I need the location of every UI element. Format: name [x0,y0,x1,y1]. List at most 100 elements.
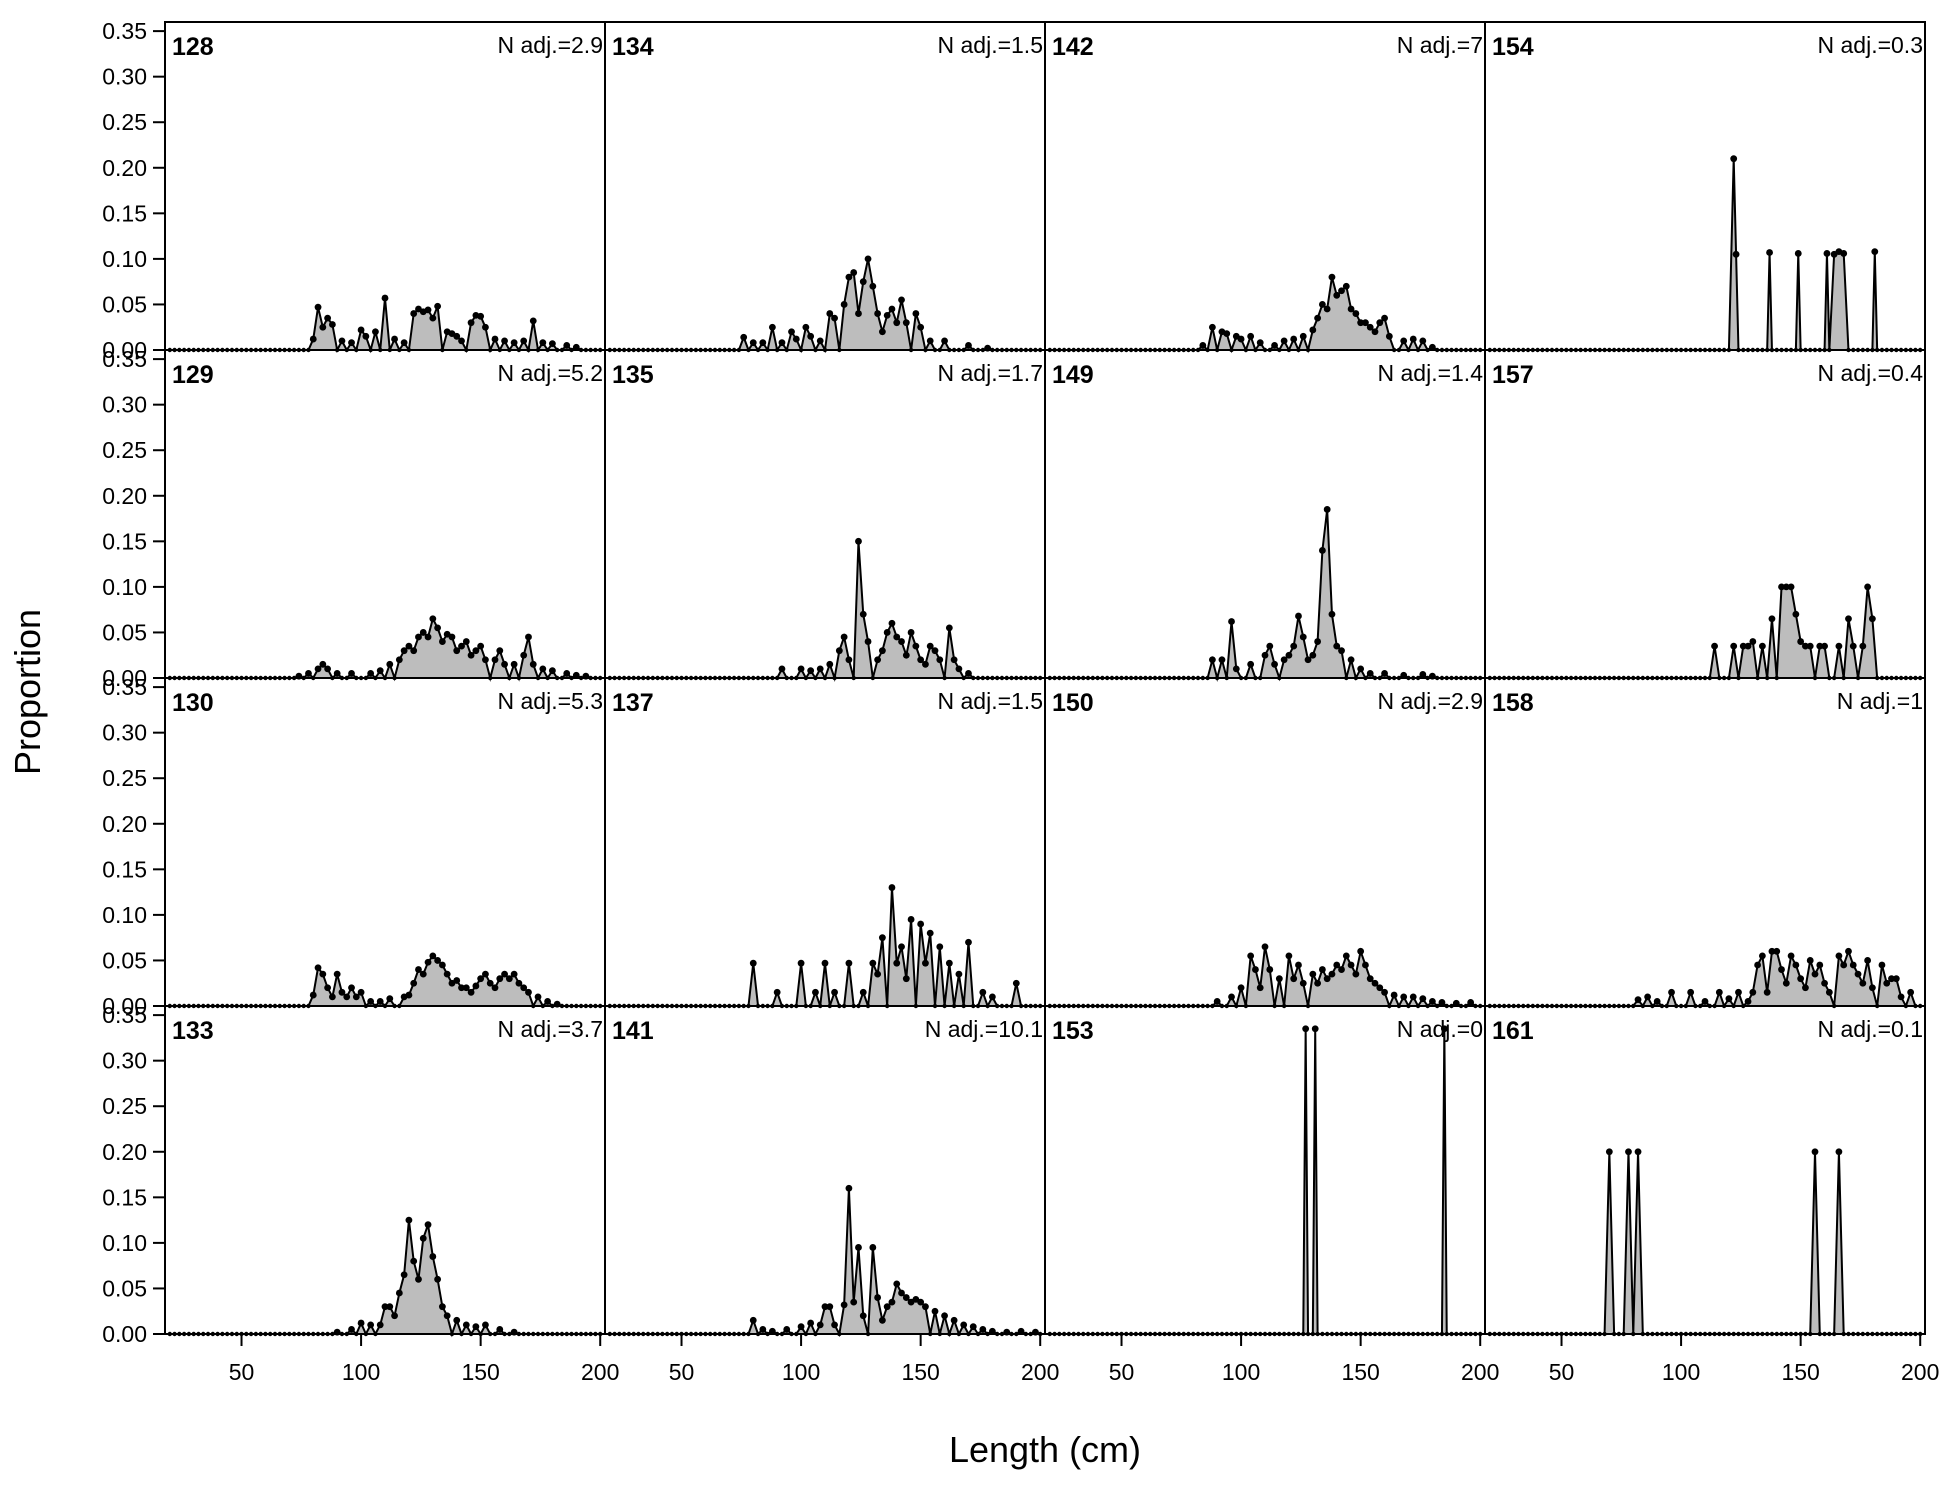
y-tick-label-128-4: 0.20 [102,155,147,181]
point-142-172 [1409,335,1417,343]
y-tick-label-133-4: 0.20 [102,1139,147,1165]
point-150-156 [1371,979,1379,987]
point-137-150 [917,920,925,928]
point-150-136 [1323,975,1331,983]
point-150-196 [1467,998,1475,1006]
point-134-154 [926,337,934,345]
point-134-150 [917,323,925,331]
point-158-90 [1653,998,1661,1005]
point-130-130 [429,952,437,960]
point-133-136 [443,1312,451,1320]
point-149-130 [1309,651,1317,659]
point-158-140 [1773,947,1781,955]
point-134-96 [788,328,795,336]
point-130-178 [544,998,552,1005]
point-157-166 [1835,642,1843,650]
point-134-126 [859,278,867,286]
panel-n-128: N adj.=2.9 [498,32,604,58]
point-134-118 [840,301,848,308]
point-149-114 [1271,660,1278,668]
point-128-92 [338,337,346,345]
point-158-168 [1840,961,1848,969]
point-150-146 [1347,961,1355,969]
point-142-88 [1208,323,1216,331]
y-tick-label-133-0: 0.00 [102,1321,147,1347]
panel-142: 142 N adj.=7 [1044,21,1486,354]
point-158-174 [1854,970,1862,978]
point-149-128 [1304,656,1312,664]
frame-161 [1484,1005,1926,1335]
point-135-146 [907,629,915,636]
point-134-84 [759,339,767,347]
point-129-146 [467,651,475,659]
panel-n-137: N adj.=1.5 [938,688,1044,714]
point-157-138 [1768,615,1776,623]
point-135-118 [840,633,848,641]
point-150-164 [1390,991,1398,999]
point-157-172 [1849,642,1857,650]
point-135-150 [917,656,925,664]
x-axis-title: Length (cm) [949,1429,1141,1470]
point-137-170 [965,938,972,946]
point-130-108 [376,998,384,1005]
area-154 [1489,158,1921,350]
point-142-136 [1323,305,1331,313]
point-142-118 [1280,337,1288,345]
panel-n-161: N adj.=0.1 [1818,1016,1924,1042]
point-141-126 [859,1312,867,1320]
point-135-104 [807,667,815,675]
point-142-156 [1371,328,1379,336]
point-130-122 [410,979,418,987]
point-129-120 [405,642,413,650]
panel-n-154: N adj.=0.3 [1818,32,1924,58]
point-137-138 [888,884,896,891]
y-tick-label-129-6: 0.30 [102,392,147,418]
point-130-136 [443,970,451,978]
point-128-84 [319,323,327,331]
point-161-78 [1625,1148,1632,1156]
point-142-176 [1419,337,1427,345]
point-142-134 [1318,301,1326,308]
point-128-146 [467,319,475,327]
point-128-100 [357,326,365,334]
point-129-160 [501,660,508,668]
point-154-123 [1732,250,1740,258]
point-129-152 [482,656,489,664]
point-150-184 [1438,998,1446,1006]
panel-n-149: N adj.=1.4 [1378,360,1484,386]
point-129-90 [333,670,341,677]
point-135-108 [816,665,824,673]
point-161-156 [1811,1148,1819,1156]
point-157-146 [1787,583,1795,591]
point-150-176 [1419,995,1427,1003]
point-150-180 [1428,998,1436,1005]
point-134-142 [898,296,905,304]
point-158-188 [1888,975,1895,983]
point-135-124 [855,537,862,545]
y-tick-label-129-4: 0.20 [102,483,147,509]
point-154-122 [1730,155,1738,163]
point-129-142 [458,642,465,650]
point-158-152 [1802,984,1809,992]
panel-id-130: 130 [172,689,214,717]
point-130-146 [467,988,475,996]
point-134-102 [802,323,810,331]
point-135-134 [878,647,886,655]
point-128-186 [563,342,571,349]
point-130-164 [510,970,518,978]
point-149-146 [1347,656,1355,664]
point-141-84 [759,1326,767,1333]
point-149-150 [1357,665,1365,673]
point-157-126 [1739,642,1747,650]
point-133-144 [462,1321,470,1329]
point-133-152 [482,1321,489,1329]
y-tick-label-133-6: 0.30 [102,1048,147,1074]
point-141-122 [850,1298,858,1306]
point-157-144 [1782,583,1790,591]
point-128-102 [362,332,370,340]
point-158-172 [1849,961,1857,969]
point-137-190 [1012,979,1020,987]
panel-n-130: N adj.=5.3 [498,688,604,714]
point-149-138 [1328,610,1336,618]
point-141-142 [898,1289,905,1297]
